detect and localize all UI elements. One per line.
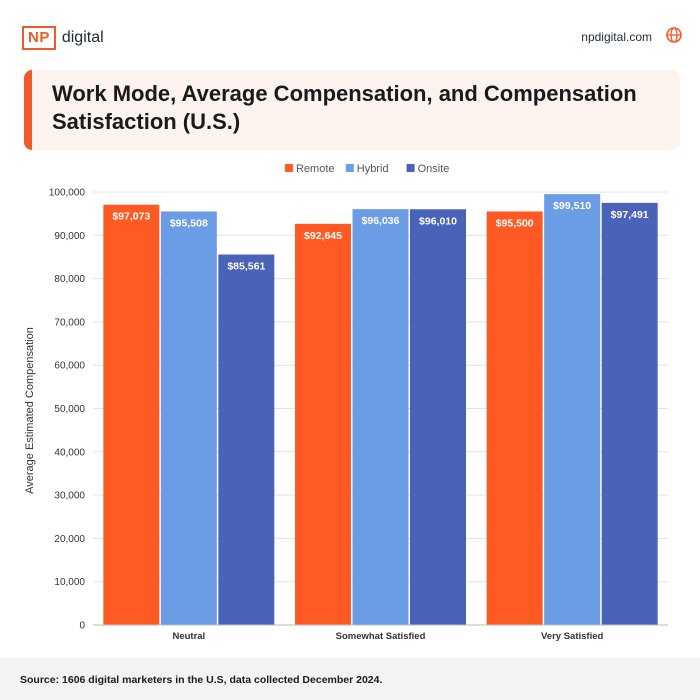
y-tick-label: 60,000 bbox=[54, 361, 85, 372]
legend-swatch-hybrid bbox=[345, 164, 354, 172]
x-tick-label: Very Satisfied bbox=[541, 631, 604, 642]
source-note: Source: 1606 digital marketers in the U.… bbox=[20, 674, 383, 686]
y-tick-label: 30,000 bbox=[54, 491, 85, 502]
footer bbox=[0, 658, 700, 700]
y-tick-label: 0 bbox=[79, 621, 85, 632]
bar-chart: Remote Hybrid Onsite 0 10,000 20,000 30,000 40,… bbox=[24, 163, 668, 642]
legend-label-remote: Remote bbox=[296, 163, 335, 175]
data-label: $95,500 bbox=[496, 217, 534, 229]
np-digital-logo[interactable]: NP digital bbox=[22, 26, 104, 50]
website-link[interactable]: npdigital.com bbox=[581, 30, 652, 44]
data-label: $99,510 bbox=[553, 200, 591, 212]
data-label: $92,645 bbox=[304, 230, 342, 242]
data-label: $96,036 bbox=[362, 215, 400, 227]
data-label: $96,010 bbox=[419, 215, 457, 227]
bar-remote-neutral bbox=[103, 204, 160, 626]
page-title: Work Mode, Average Compensation, and Com… bbox=[52, 81, 637, 134]
logo-word: digital bbox=[61, 29, 104, 46]
legend-swatch-remote bbox=[285, 164, 293, 172]
bar-hybrid-neutral bbox=[160, 211, 217, 625]
y-tick-label: 70,000 bbox=[54, 317, 85, 328]
bar-onsite-somewhat-satisfied bbox=[410, 209, 466, 625]
y-tick-label: 100,000 bbox=[49, 188, 86, 199]
y-tick-label: 20,000 bbox=[54, 534, 85, 545]
title-accent-bar bbox=[24, 70, 32, 150]
data-label: $85,561 bbox=[227, 261, 265, 273]
y-tick-label: 40,000 bbox=[54, 447, 85, 458]
globe-icon[interactable] bbox=[666, 27, 682, 43]
y-tick-label: 10,000 bbox=[54, 577, 85, 588]
bar-remote-very-satisfied bbox=[486, 211, 543, 626]
data-label: $97,491 bbox=[611, 209, 649, 221]
bar-hybrid-very-satisfied bbox=[544, 194, 601, 625]
bar-remote-somewhat-satisfied bbox=[295, 223, 351, 625]
data-label: $97,073 bbox=[112, 211, 150, 223]
legend-label-hybrid: Hybrid bbox=[357, 163, 389, 175]
legend-label-onsite: Onsite bbox=[418, 163, 450, 175]
header: NP digital npdigital.com bbox=[0, 0, 700, 62]
logo-mark: NP bbox=[22, 26, 56, 50]
y-tick-label: 50,000 bbox=[54, 404, 85, 415]
y-axis-label: Average Estimated Compensation bbox=[24, 327, 36, 494]
title-banner bbox=[24, 70, 680, 150]
x-tick-label: Neutral bbox=[172, 631, 205, 642]
x-tick-label: Somewhat Satisfied bbox=[336, 631, 426, 642]
legend-swatch-onsite bbox=[406, 164, 415, 172]
data-label: $95,508 bbox=[170, 217, 208, 229]
bar-onsite-neutral bbox=[218, 254, 275, 625]
y-tick-label: 80,000 bbox=[54, 274, 85, 285]
y-tick-label: 90,000 bbox=[54, 231, 85, 242]
bar-onsite-very-satisfied bbox=[601, 202, 658, 626]
bar-hybrid-somewhat-satisfied bbox=[352, 209, 409, 625]
